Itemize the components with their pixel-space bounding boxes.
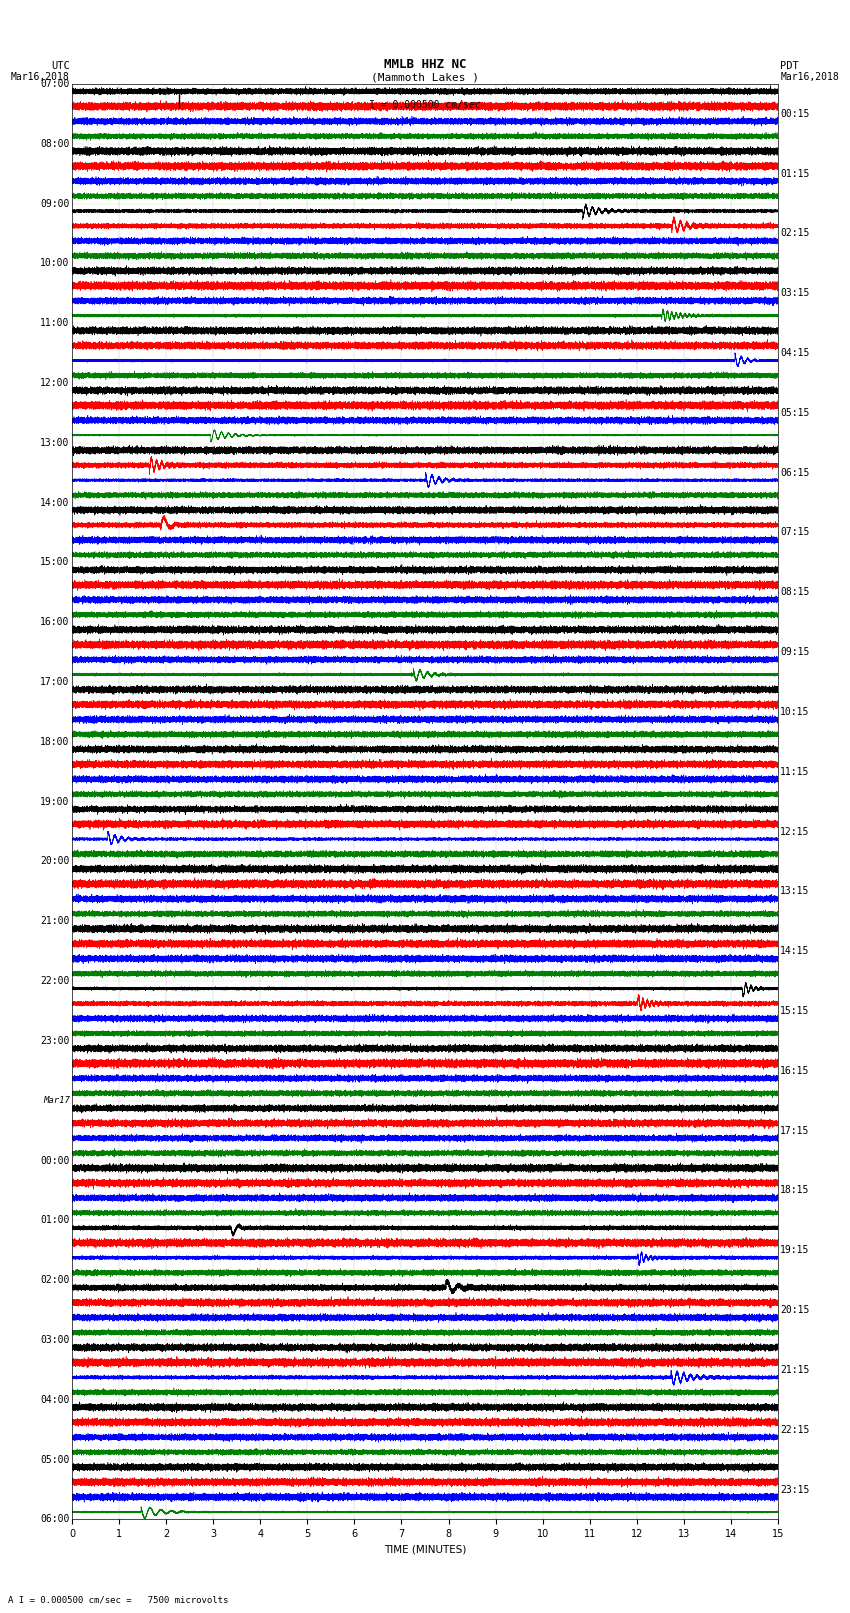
Text: 15:00: 15:00 [40,558,70,568]
Text: A I = 0.000500 cm/sec =   7500 microvolts: A I = 0.000500 cm/sec = 7500 microvolts [8,1595,229,1605]
Text: 09:00: 09:00 [40,198,70,208]
Text: 04:00: 04:00 [40,1395,70,1405]
Text: 22:00: 22:00 [40,976,70,986]
Text: Mar17: Mar17 [42,1097,70,1105]
Text: 06:15: 06:15 [780,468,810,477]
Text: 03:15: 03:15 [780,289,810,298]
Text: 12:00: 12:00 [40,377,70,389]
Text: 00:00: 00:00 [40,1155,70,1166]
Text: 19:15: 19:15 [780,1245,810,1255]
Text: 10:15: 10:15 [780,706,810,716]
Text: 09:15: 09:15 [780,647,810,656]
Text: 06:00: 06:00 [40,1515,70,1524]
Text: 23:15: 23:15 [780,1484,810,1495]
Text: 01:00: 01:00 [40,1215,70,1226]
Text: 16:00: 16:00 [40,618,70,627]
Text: 08:00: 08:00 [40,139,70,148]
Text: 21:15: 21:15 [780,1365,810,1374]
Text: 07:00: 07:00 [40,79,70,89]
Text: Mar16,2018: Mar16,2018 [11,73,70,82]
Text: 02:00: 02:00 [40,1276,70,1286]
Text: 23:00: 23:00 [40,1036,70,1045]
Text: PDT: PDT [780,61,799,71]
Text: 05:15: 05:15 [780,408,810,418]
Text: 10:00: 10:00 [40,258,70,268]
Text: 15:15: 15:15 [780,1007,810,1016]
Text: 17:15: 17:15 [780,1126,810,1136]
Text: 16:15: 16:15 [780,1066,810,1076]
Text: Mar16,2018: Mar16,2018 [780,73,839,82]
Text: 13:15: 13:15 [780,887,810,897]
Text: 00:15: 00:15 [780,108,810,119]
Text: 17:00: 17:00 [40,677,70,687]
Text: I = 0.000500 cm/sec: I = 0.000500 cm/sec [369,100,481,110]
Text: 22:15: 22:15 [780,1424,810,1434]
Text: 05:00: 05:00 [40,1455,70,1465]
Text: 18:00: 18:00 [40,737,70,747]
Text: 18:15: 18:15 [780,1186,810,1195]
Text: 13:00: 13:00 [40,437,70,448]
Text: 04:15: 04:15 [780,348,810,358]
Text: 07:15: 07:15 [780,527,810,537]
Text: 12:15: 12:15 [780,826,810,837]
Text: 01:15: 01:15 [780,169,810,179]
Text: UTC: UTC [51,61,70,71]
Text: 21:00: 21:00 [40,916,70,926]
Text: 11:15: 11:15 [780,766,810,777]
Text: 02:15: 02:15 [780,229,810,239]
Text: 14:15: 14:15 [780,947,810,957]
Text: 14:00: 14:00 [40,497,70,508]
Text: 08:15: 08:15 [780,587,810,597]
Text: (Mammoth Lakes ): (Mammoth Lakes ) [371,73,479,82]
Text: 03:00: 03:00 [40,1336,70,1345]
Text: 19:00: 19:00 [40,797,70,806]
Text: 20:00: 20:00 [40,857,70,866]
Text: 11:00: 11:00 [40,318,70,327]
Text: MMLB HHZ NC: MMLB HHZ NC [383,58,467,71]
Text: 20:15: 20:15 [780,1305,810,1315]
X-axis label: TIME (MINUTES): TIME (MINUTES) [384,1545,466,1555]
